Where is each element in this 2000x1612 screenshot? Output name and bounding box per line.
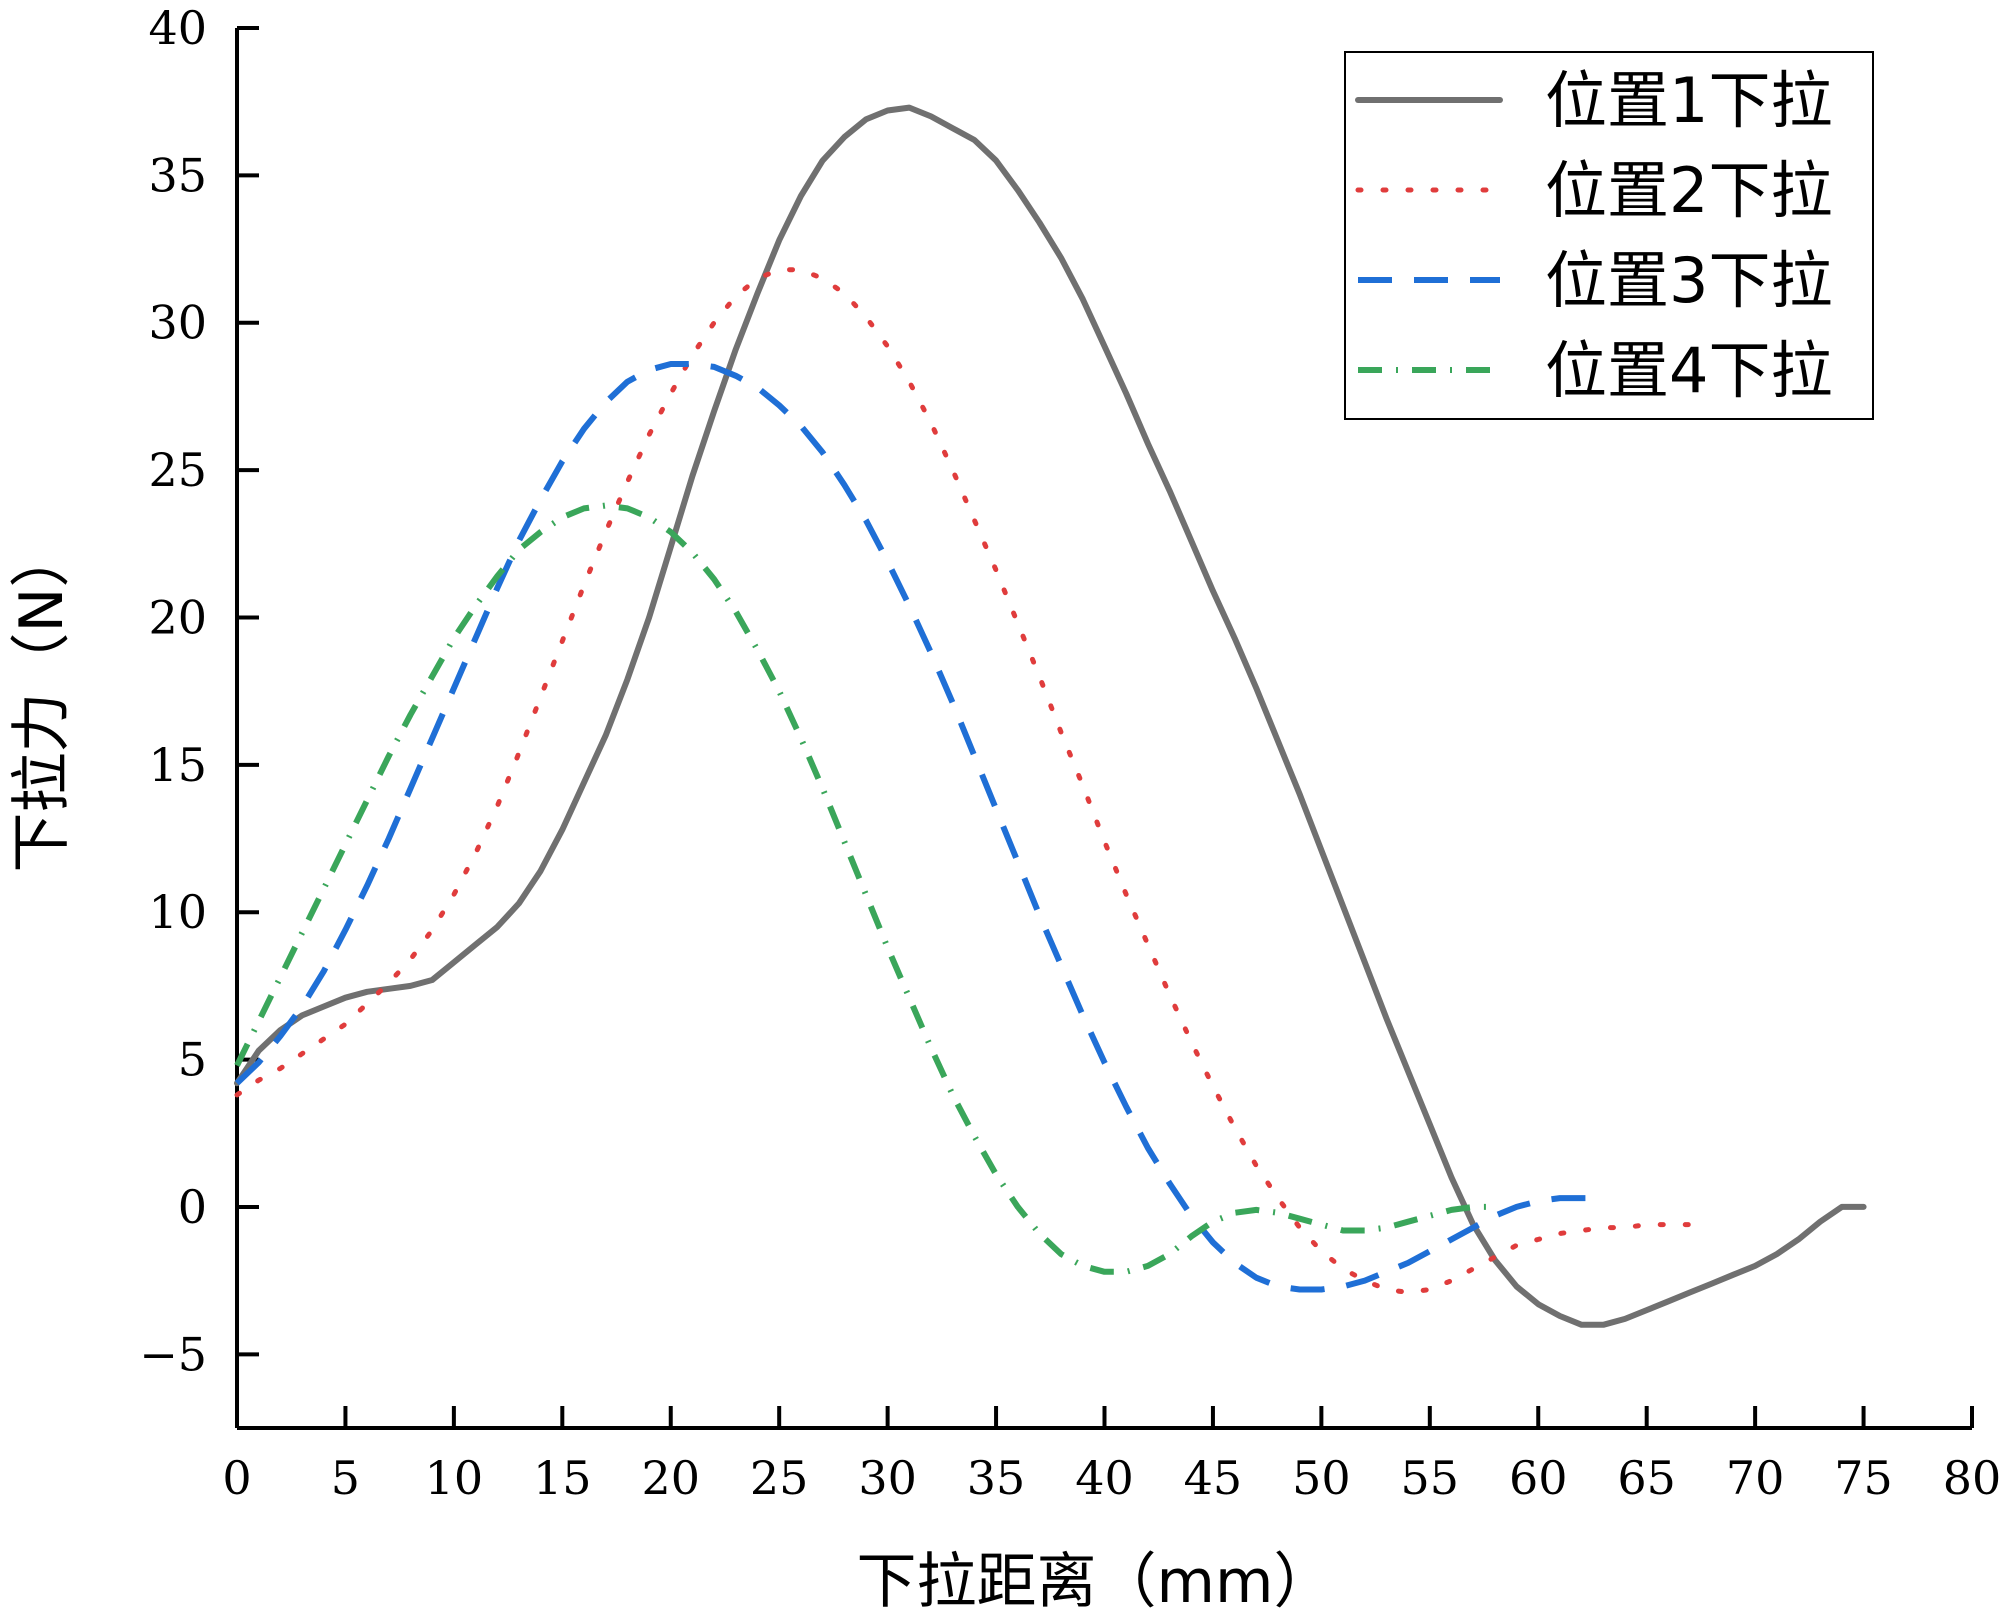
y-tick-label: 20 (148, 590, 207, 644)
y-tick-label: 0 (178, 1180, 207, 1234)
y-axis-title: 下拉力（N） (7, 528, 77, 873)
x-tick-label: 20 (641, 1451, 700, 1505)
series-line-2 (234, 267, 1693, 1295)
legend-label-1: 位置1下拉 (1545, 64, 1832, 137)
legend-label-3: 位置3下拉 (1545, 244, 1832, 317)
x-tick-label: 25 (750, 1451, 809, 1505)
x-tick-label: 65 (1617, 1451, 1676, 1505)
y-tick-label: 15 (148, 738, 207, 792)
x-tick-label: 30 (858, 1451, 917, 1505)
series-line-3 (234, 361, 1604, 1293)
y-tick-label: 10 (148, 885, 207, 939)
x-tick-label: 15 (533, 1451, 592, 1505)
x-axis-title: 下拉距离（mm） (857, 1547, 1334, 1612)
y-tick-label: 25 (148, 443, 207, 497)
x-tick-label: 0 (222, 1451, 251, 1505)
x-tick-label: 35 (967, 1451, 1026, 1505)
y-tick-label: 30 (148, 296, 207, 350)
x-tick-label: 55 (1401, 1451, 1460, 1505)
x-tick-label: 75 (1834, 1451, 1893, 1505)
x-tick-label: 10 (425, 1451, 484, 1505)
legend-box (1344, 51, 1874, 420)
y-tick-label: 35 (148, 148, 207, 202)
ticks: 0 5 10 15 20 25 30 35 40 45 50 55 60 65 70 75 80 −5 0 5 10 15… (139, 1, 2000, 1505)
series-lines (234, 104, 1867, 1328)
x-tick-label: 5 (331, 1451, 360, 1505)
x-tick-label: 70 (1726, 1451, 1785, 1505)
x-tick-label: 50 (1292, 1451, 1351, 1505)
x-tick-label: 45 (1184, 1451, 1243, 1505)
y-tick-label: 5 (178, 1033, 207, 1087)
y-tick-label: −5 (139, 1327, 207, 1381)
x-tick-label: 40 (1075, 1451, 1134, 1505)
series-line-4 (234, 502, 1495, 1275)
legend-label-2: 位置2下拉 (1545, 154, 1832, 227)
y-tick-label: 40 (148, 1, 207, 55)
x-tick-label: 60 (1509, 1451, 1568, 1505)
series-line-1 (234, 104, 1867, 1328)
legend-label-4: 位置4下拉 (1545, 334, 1832, 407)
x-tick-label: 80 (1943, 1451, 2000, 1505)
